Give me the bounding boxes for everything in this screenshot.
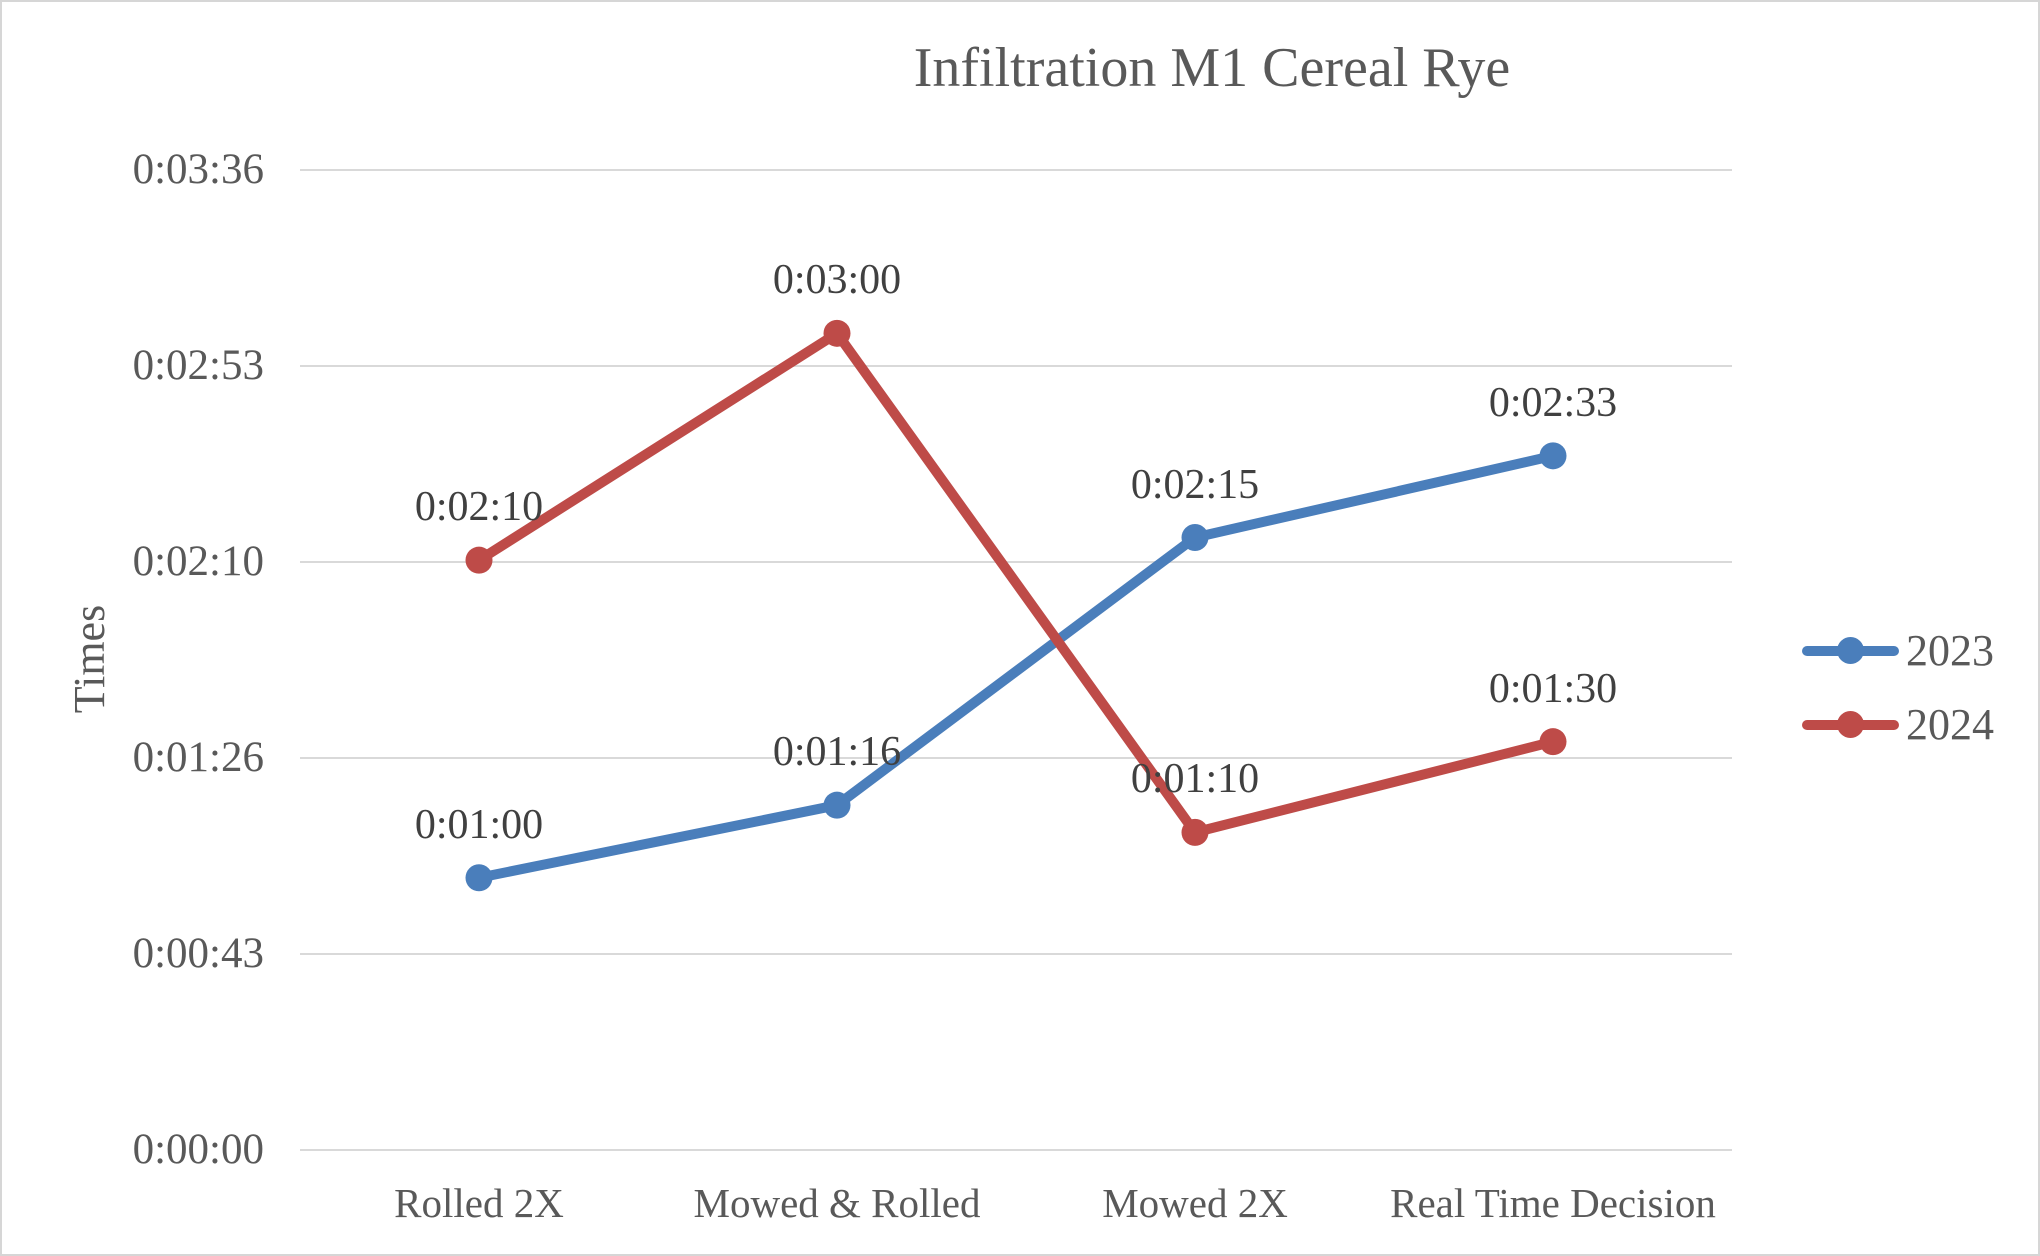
- legend-label: 2023: [1906, 626, 1994, 675]
- legend-line-marker-icon: [1802, 637, 1899, 664]
- marker-2024-Rolled 2X: [465, 546, 493, 574]
- data-label-2023: 0:01:00: [414, 801, 544, 848]
- x-category-label: Rolled 2X: [394, 1180, 564, 1226]
- legend: 2023 2024: [1802, 629, 1994, 777]
- legend-item-2023: 2023: [1802, 629, 1994, 673]
- y-tick-label: 0:00:00: [132, 1126, 264, 1173]
- chart-title: Infiltration M1 Cereal Rye: [913, 37, 1511, 99]
- marker-2024-Mowed 2X: [1181, 818, 1209, 846]
- marker-2023-Mowed & Rolled: [823, 791, 851, 819]
- legend-line-marker-icon: [1802, 711, 1899, 738]
- legend-item-2024: 2024: [1802, 703, 1994, 747]
- data-label-2024: 0:03:00: [772, 257, 902, 304]
- data-label-2024: 0:02:10: [414, 484, 544, 531]
- y-tick-label: 0:03:36: [132, 146, 264, 193]
- legend-dot-icon: [1837, 637, 1864, 664]
- legend-label: 2024: [1906, 700, 1994, 749]
- marker-2023-Rolled 2X: [465, 864, 493, 892]
- marker-2024-Real Time Decision: [1539, 728, 1567, 756]
- marker-2023-Real Time Decision: [1539, 442, 1567, 470]
- data-label-2023: 0:02:15: [1130, 461, 1260, 508]
- y-tick-label: 0:02:10: [132, 538, 264, 585]
- x-category-label: Mowed 2X: [1102, 1180, 1288, 1226]
- marker-2023-Mowed 2X: [1181, 524, 1209, 551]
- marker-2024-Mowed & Rolled: [823, 319, 851, 347]
- data-label-2024: 0:01:30: [1488, 665, 1618, 712]
- y-tick-label: 0:01:26: [132, 734, 264, 781]
- data-label-2023: 0:02:33: [1488, 379, 1618, 426]
- data-label-2023: 0:01:16: [772, 729, 902, 776]
- x-category-label: Real Time Decision: [1390, 1180, 1716, 1226]
- x-category-label: Mowed & Rolled: [693, 1180, 981, 1226]
- series-line-2024: [474, 328, 1558, 838]
- legend-dot-icon: [1837, 711, 1864, 738]
- y-tick-label: 0:02:53: [132, 342, 264, 389]
- series-line-2023: [474, 450, 1558, 883]
- data-label-2024: 0:01:10: [1130, 756, 1260, 803]
- y-tick-label: 0:00:43: [132, 930, 264, 977]
